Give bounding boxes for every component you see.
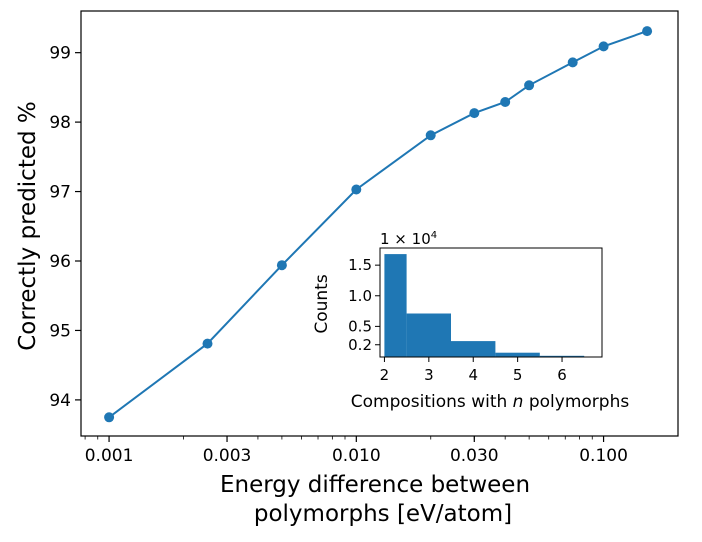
main-series — [104, 26, 653, 423]
data-point — [598, 41, 609, 52]
data-point — [276, 260, 287, 271]
histogram-bar — [384, 254, 407, 357]
y-tick-label: 99 — [49, 44, 71, 64]
inset-y-tick-label: 0.2 — [348, 336, 372, 354]
x-tick-label: 0.001 — [85, 446, 134, 466]
histogram-bar — [539, 355, 585, 357]
x-tick-label: 0.030 — [450, 446, 499, 466]
y-tick-label: 94 — [49, 391, 71, 411]
x-tick-label: 0.100 — [579, 446, 628, 466]
main-plot: 94 95 96 97 98 99 0.001 0.003 0.010 0.030 0.100 C… — [15, 10, 679, 527]
inset-y-tick-label: 0.5 — [348, 317, 372, 335]
inset-y-tick-label: 1.5 — [348, 256, 372, 274]
inset-frame — [379, 247, 603, 358]
data-point — [469, 108, 480, 119]
main-x-axis-label-line2: polymorphs [eV/atom] — [254, 501, 512, 527]
inset-x-tick-label: 6 — [557, 366, 567, 384]
main-x-axis-label-line1: Energy difference between — [220, 472, 530, 498]
inset-x-tick-label: 4 — [468, 366, 478, 384]
inset-histogram: 0.20.5 1.0 1.5 2 3 4 5 6 1 × 104 Counts Compos… — [312, 230, 629, 412]
y-tick-label: 96 — [49, 252, 71, 272]
y-tick-label: 98 — [49, 113, 71, 133]
data-point — [524, 80, 535, 91]
x-tick-label: 0.010 — [332, 446, 381, 466]
data-point — [202, 338, 213, 349]
inset-bars — [384, 254, 585, 357]
y-tick-label: 97 — [49, 183, 71, 203]
main-y-ticks: 94 95 96 97 98 99 — [49, 44, 81, 411]
inset-scale-label: 1 × 104 — [380, 230, 437, 248]
inset-y-axis-label: Counts — [312, 274, 332, 333]
x-tick-label: 0.003 — [203, 446, 252, 466]
inset-x-axis-label: Compositions with n polymorphs — [351, 392, 630, 412]
inset-x-tick-label: 5 — [513, 366, 523, 384]
inset-x-tick-label: 3 — [424, 366, 434, 384]
inset-y-tick-label: 1.0 — [348, 287, 372, 305]
histogram-bar — [406, 313, 451, 357]
inset-x-ticks: 2 3 4 5 6 — [380, 357, 567, 384]
data-point — [104, 412, 115, 423]
data-point — [351, 184, 362, 195]
histogram-bar — [451, 341, 496, 357]
data-point — [567, 57, 578, 68]
inset-y-ticks: 0.20.5 1.0 1.5 — [348, 256, 380, 354]
inset-x-tick-label: 2 — [380, 366, 390, 384]
main-y-axis-label: Correctly predicted % — [15, 101, 41, 351]
main-plot-frame — [80, 10, 679, 437]
histogram-bar — [495, 352, 540, 357]
main-x-ticks: 0.001 0.003 0.010 0.030 0.100 — [84, 436, 628, 466]
data-point — [642, 26, 653, 37]
data-point — [425, 130, 436, 141]
y-tick-label: 95 — [49, 321, 71, 341]
data-point — [500, 97, 511, 107]
